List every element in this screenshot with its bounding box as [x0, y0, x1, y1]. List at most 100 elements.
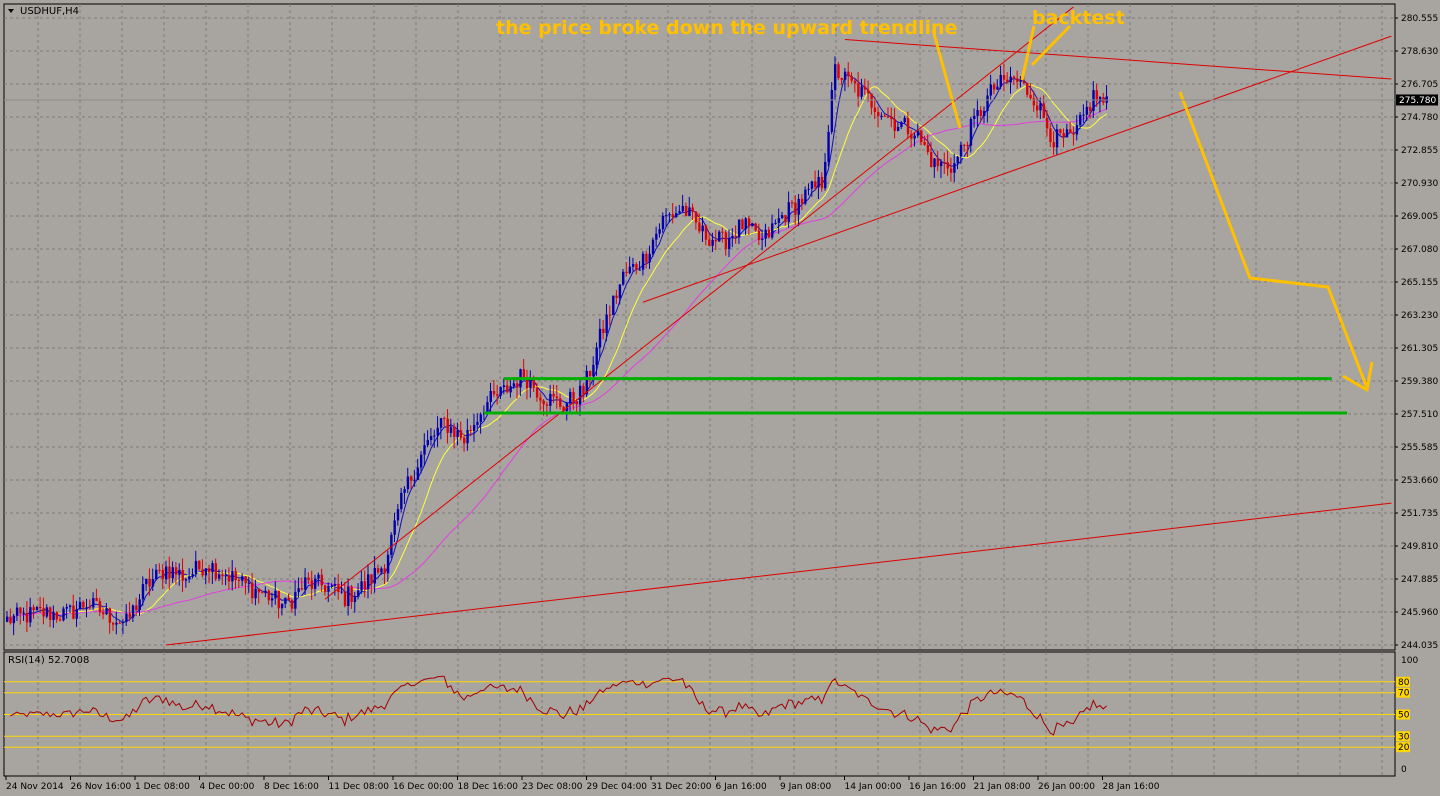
- candle-body: [989, 84, 993, 96]
- candle-body: [824, 161, 827, 189]
- candle-body: [171, 567, 174, 579]
- chart-menu-icon[interactable]: [8, 9, 14, 13]
- candle-body: [734, 236, 738, 238]
- candle-body: [691, 207, 694, 212]
- candle-body: [582, 385, 585, 395]
- candle-body: [297, 588, 300, 593]
- candle-body: [234, 571, 237, 580]
- candle-body: [317, 574, 320, 579]
- candle-body: [800, 198, 804, 204]
- candle-body: [678, 211, 681, 214]
- candle-body: [618, 284, 622, 299]
- y-tick-label: 276.705: [1401, 80, 1438, 90]
- candle-body: [72, 605, 75, 619]
- candle-body: [307, 577, 310, 581]
- candle-body: [608, 314, 612, 316]
- candle-body: [6, 616, 9, 622]
- candle-body: [446, 418, 449, 433]
- candle-body: [1042, 103, 1046, 118]
- candle-body: [1045, 117, 1049, 129]
- candle-body: [75, 609, 78, 619]
- y-tick-label: 280.555: [1401, 14, 1438, 24]
- support-levels[interactable]: [483, 377, 1347, 415]
- candle-body: [936, 158, 940, 167]
- candle-body: [946, 162, 949, 169]
- candle-body: [718, 231, 721, 242]
- rsi-level-label: 80: [1398, 678, 1410, 688]
- candle-body: [741, 219, 744, 230]
- candle-body: [373, 568, 377, 584]
- rsi-level-label: 50: [1398, 711, 1410, 721]
- candle-body: [1002, 75, 1006, 80]
- candle-body: [466, 430, 469, 444]
- candle-body: [52, 612, 55, 620]
- candle-body: [439, 418, 443, 428]
- candle-body: [257, 588, 261, 593]
- candle-body: [863, 86, 867, 90]
- candle-body: [145, 578, 148, 585]
- candle-body: [1052, 142, 1055, 148]
- candle-body: [1032, 98, 1036, 106]
- candle-body: [476, 421, 479, 425]
- candle-body: [22, 612, 25, 614]
- candle-body: [469, 430, 473, 432]
- candle-body: [227, 575, 231, 582]
- x-tick-label: 24 Nov 2014: [6, 782, 64, 792]
- candle-body: [853, 80, 857, 84]
- candle-body: [837, 64, 840, 79]
- candle-body: [893, 119, 896, 131]
- x-tick-label: 8 Dec 16:00: [264, 782, 319, 792]
- candle-body: [721, 231, 724, 233]
- candle-body: [525, 377, 529, 389]
- candle-body: [671, 214, 675, 217]
- candle-body: [539, 397, 542, 401]
- candle-body: [433, 435, 436, 437]
- candle-body: [777, 218, 781, 223]
- time-axis: 24 Nov 2014 26 Nov 16:00 1 Dec 08:00 4 Dec …: [5, 776, 1160, 792]
- candle-body: [221, 574, 224, 577]
- candle-body: [665, 215, 668, 217]
- x-tick-label: 21 Jan 08:00: [974, 782, 1031, 792]
- candle-body: [572, 391, 575, 403]
- candle-body: [549, 393, 552, 406]
- candle-body: [615, 295, 618, 299]
- candle-body: [595, 347, 598, 365]
- candle-body: [886, 116, 890, 118]
- candle-body: [214, 563, 218, 579]
- candle-body: [598, 328, 602, 348]
- x-tick-label: 4 Dec 00:00: [200, 782, 255, 792]
- candle-body: [436, 427, 439, 436]
- candle-body: [731, 236, 734, 239]
- candle-body: [976, 110, 979, 116]
- candle-body: [108, 608, 112, 623]
- trendlines[interactable]: [165, 6, 1392, 646]
- candle-body: [767, 229, 771, 238]
- candle-body: [323, 585, 327, 592]
- candle-body: [578, 385, 582, 405]
- candle-body: [516, 383, 519, 388]
- candle-body: [161, 569, 165, 580]
- candle-body: [999, 75, 1002, 87]
- candle-body: [555, 396, 559, 399]
- candle-body: [939, 162, 943, 167]
- candle-body: [638, 269, 641, 271]
- candle-body: [105, 608, 108, 615]
- candle-body: [270, 598, 274, 601]
- candle-body: [1039, 103, 1042, 111]
- candle-body: [479, 414, 483, 422]
- annotation-pointer-backtest-2: [1030, 24, 1072, 67]
- candle-body: [396, 509, 400, 521]
- candle-body: [35, 606, 39, 611]
- x-tick-label: 29 Dec 04:00: [587, 782, 648, 792]
- candle-body: [711, 239, 714, 246]
- candle-body: [102, 612, 105, 615]
- candle-body: [698, 222, 701, 232]
- y-tick-label: 272.855: [1401, 146, 1438, 156]
- candle-body: [840, 78, 843, 80]
- candle-body: [111, 622, 115, 625]
- candle-body: [761, 238, 764, 240]
- candle-body: [986, 95, 989, 112]
- candle-body: [910, 134, 913, 139]
